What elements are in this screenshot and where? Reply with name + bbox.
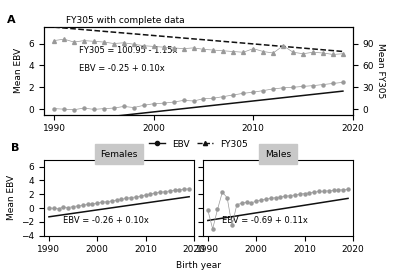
Y-axis label: Mean EBV: Mean EBV (7, 175, 16, 220)
Text: A: A (7, 15, 16, 25)
Text: FY305 with complete data: FY305 with complete data (66, 16, 184, 25)
Title: Females: Females (100, 150, 138, 159)
Text: FY305 = 100.95 - 1.15x: FY305 = 100.95 - 1.15x (79, 46, 178, 55)
Text: B: B (11, 143, 20, 153)
Title: Males: Males (265, 150, 291, 159)
Legend: EBV, FY305: EBV, FY305 (145, 136, 252, 152)
Text: EBV = -0.69 + 0.11x: EBV = -0.69 + 0.11x (222, 216, 308, 225)
Text: Birth year: Birth year (176, 261, 221, 270)
Text: EBV = -0.26 + 0.10x: EBV = -0.26 + 0.10x (63, 216, 149, 225)
Y-axis label: Mean EBV: Mean EBV (14, 48, 23, 93)
Y-axis label: Mean FY305: Mean FY305 (376, 43, 385, 98)
Text: EBV = -0.25 + 0.10x: EBV = -0.25 + 0.10x (79, 64, 165, 73)
